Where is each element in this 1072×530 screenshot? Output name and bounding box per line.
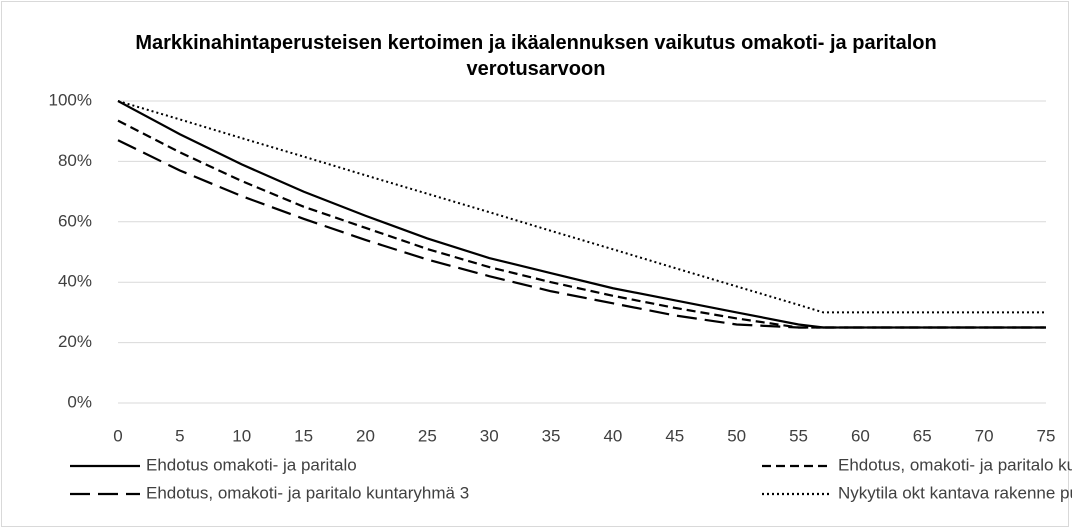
y-tick-label: 60%: [58, 211, 92, 230]
x-tick-label: 30: [480, 426, 499, 445]
x-tick-label: 75: [1037, 426, 1056, 445]
series-line: [117, 100, 1046, 314]
legend-label: Ehdotus, omakoti- ja paritalo kuntaryhmä…: [838, 455, 1072, 474]
y-tick-label: 20%: [58, 332, 92, 351]
y-tick-label: 0%: [67, 392, 92, 411]
series-line: [117, 119, 1046, 329]
x-tick-label: 45: [665, 426, 684, 445]
legend-label: Ehdotus, omakoti- ja paritalo kuntaryhmä…: [146, 483, 469, 502]
series-line: [117, 139, 1046, 329]
x-tick-label: 65: [913, 426, 932, 445]
x-tick-label: 15: [294, 426, 313, 445]
legend-label: Nykytila okt kantava rakenne puuta: [838, 483, 1072, 502]
x-tick-label: 25: [418, 426, 437, 445]
x-tick-label: 55: [789, 426, 808, 445]
x-tick-label: 0: [113, 426, 122, 445]
y-tick-label: 100%: [49, 90, 92, 109]
y-tick-label: 40%: [58, 272, 92, 291]
x-tick-label: 70: [975, 426, 994, 445]
x-tick-label: 50: [727, 426, 746, 445]
x-tick-label: 5: [175, 426, 184, 445]
x-tick-label: 35: [542, 426, 561, 445]
x-tick-label: 60: [851, 426, 870, 445]
x-tick-label: 40: [603, 426, 622, 445]
x-tick-label: 20: [356, 426, 375, 445]
legend-label: Ehdotus omakoti- ja paritalo: [146, 455, 357, 474]
x-tick-label: 10: [232, 426, 251, 445]
y-tick-label: 80%: [58, 151, 92, 170]
chart-title: Markkinahintaperusteisen kertoimen ja ik…: [135, 32, 937, 80]
series-line: [117, 100, 1046, 329]
